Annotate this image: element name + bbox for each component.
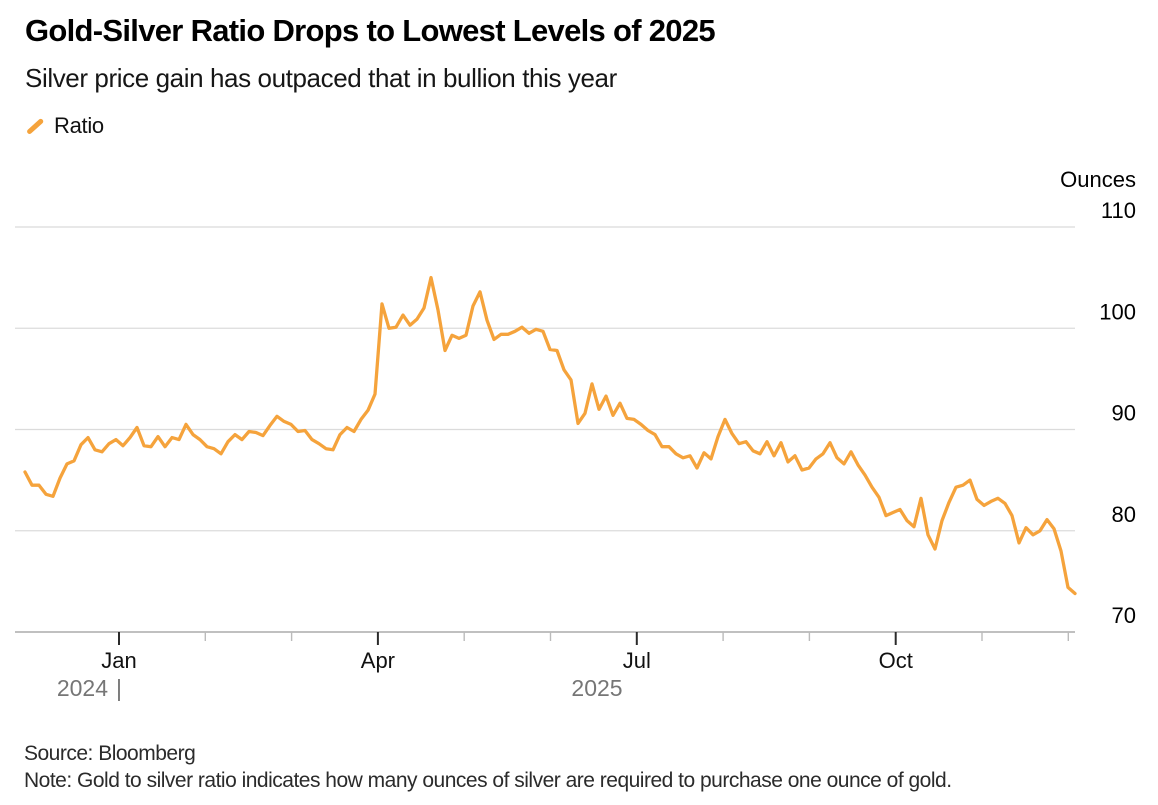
- y-tick-label-100: 100: [1099, 299, 1136, 324]
- source-text: Source: Bloomberg: [24, 742, 196, 765]
- y-axis-unit-label: Ounces: [1060, 167, 1136, 192]
- x-tick-label-Jul: Jul: [623, 648, 651, 673]
- year-label-right: 2025: [571, 675, 622, 701]
- y-tick-label-90: 90: [1112, 401, 1136, 426]
- legend-label-ratio: Ratio: [54, 113, 104, 138]
- year-label-left: 2024: [57, 675, 108, 701]
- y-tick-label-110: 110: [1101, 198, 1136, 223]
- x-tick-label-Apr: Apr: [361, 648, 395, 673]
- year-divider: |: [116, 675, 122, 701]
- y-tick-label-80: 80: [1112, 502, 1136, 527]
- y-tick-label-70: 70: [1112, 603, 1136, 628]
- ratio-line-series: [23, 275, 1077, 596]
- ratio-line-legend-icon: [24, 115, 46, 137]
- page-title: Gold-Silver Ratio Drops to Lowest Levels…: [25, 13, 716, 48]
- chart-area: 110 100 90 80 70 Ounces Jan Apr Jul Oct 2024 | 2025: [0, 150, 1158, 735]
- gold-silver-ratio-chart: 110 100 90 80 70 Ounces Jan Apr Jul Oct 2024 | 2025: [15, 167, 1136, 701]
- page-subtitle: Silver price gain has outpaced that in b…: [25, 63, 617, 93]
- legend: Ratio: [24, 112, 104, 140]
- note-text: Note: Gold to silver ratio indicates how…: [24, 769, 952, 792]
- x-tick-label-Oct: Oct: [879, 648, 913, 673]
- x-tick-label-Jan: Jan: [101, 648, 136, 673]
